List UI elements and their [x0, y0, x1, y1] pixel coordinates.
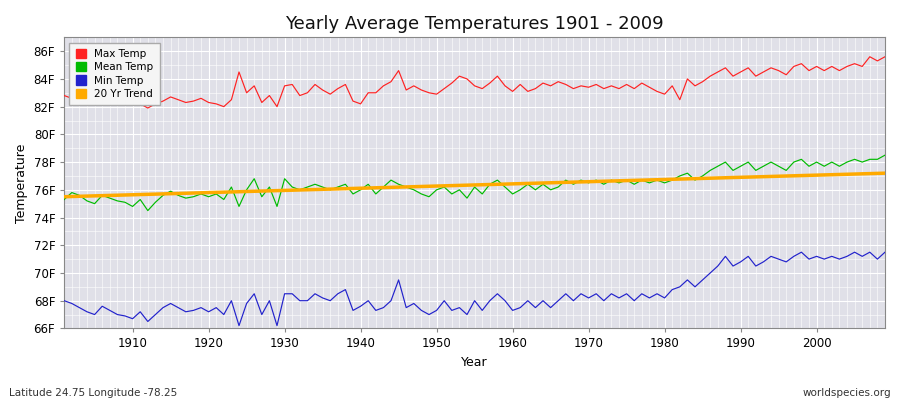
Legend: Max Temp, Mean Temp, Min Temp, 20 Yr Trend: Max Temp, Mean Temp, Min Temp, 20 Yr Tre…	[69, 42, 160, 105]
Text: Latitude 24.75 Longitude -78.25: Latitude 24.75 Longitude -78.25	[9, 388, 177, 398]
Text: worldspecies.org: worldspecies.org	[803, 388, 891, 398]
Title: Yearly Average Temperatures 1901 - 2009: Yearly Average Temperatures 1901 - 2009	[285, 15, 664, 33]
Y-axis label: Temperature: Temperature	[15, 143, 28, 222]
X-axis label: Year: Year	[462, 356, 488, 369]
